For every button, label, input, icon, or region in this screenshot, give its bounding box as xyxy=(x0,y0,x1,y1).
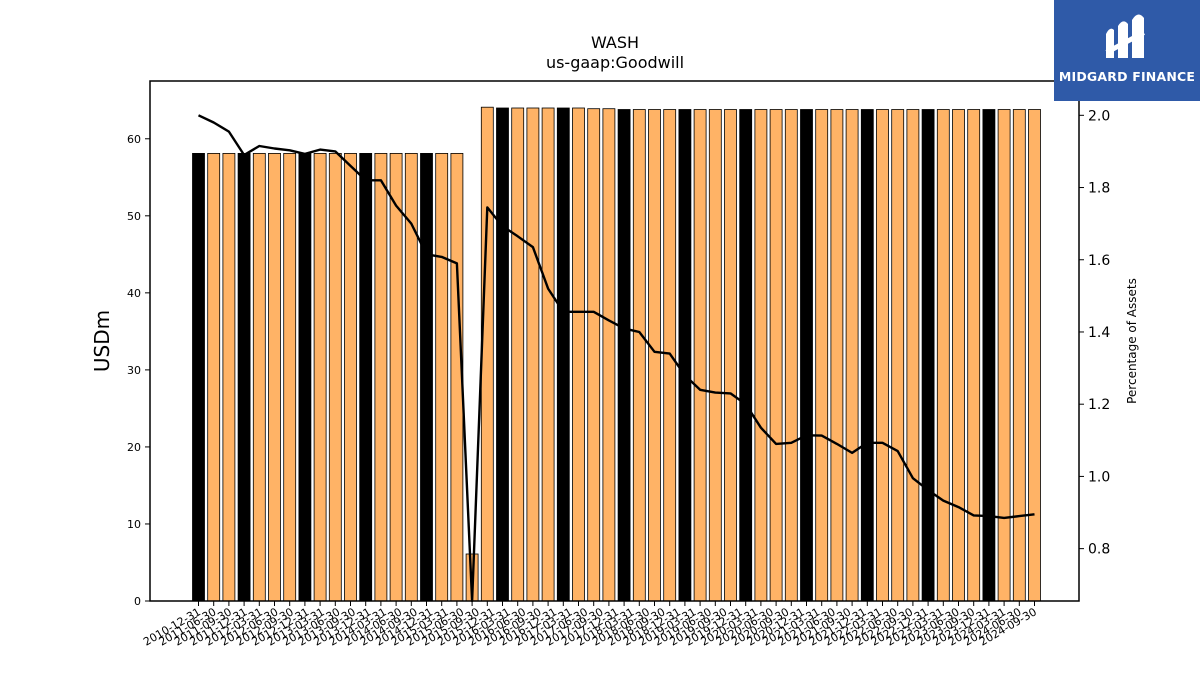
bar xyxy=(708,109,722,602)
bar xyxy=(769,109,783,602)
bar xyxy=(252,152,266,602)
bar xyxy=(982,109,996,602)
bar xyxy=(344,152,357,602)
bar xyxy=(283,152,297,602)
axes-layer: 0 10 20 30 40 50 60 0.8 1.0 1.2 1.4 1.6 1.8 2.0 xyxy=(127,80,1110,608)
y-tick-label: 60 xyxy=(127,133,141,146)
bar xyxy=(648,109,661,602)
bar xyxy=(1028,109,1041,602)
bar xyxy=(800,109,813,602)
bar xyxy=(602,108,616,602)
bar xyxy=(359,152,373,602)
plot-frame xyxy=(149,80,1080,602)
bar xyxy=(860,109,874,602)
bar xyxy=(815,109,829,602)
bar xyxy=(328,152,342,602)
line-layer xyxy=(197,114,1035,603)
bar xyxy=(876,109,889,602)
bar xyxy=(678,109,692,602)
y-tick-label: 30 xyxy=(127,364,141,377)
bar xyxy=(237,152,251,602)
midgard-finance-logo: MIDGARD FINANCE xyxy=(1054,0,1200,101)
bar xyxy=(222,152,236,602)
y-tick-label: 50 xyxy=(127,210,141,223)
y-tick-label: 10 xyxy=(127,518,141,531)
bar xyxy=(724,109,737,602)
chart-title: WASH xyxy=(591,33,639,52)
bar xyxy=(192,152,205,602)
bar xyxy=(480,106,494,602)
midgard-logo-icon xyxy=(1105,14,1145,59)
y-tick-label: 20 xyxy=(127,441,141,454)
bar xyxy=(617,109,631,602)
bar xyxy=(298,152,312,602)
bar xyxy=(936,109,950,602)
bar xyxy=(572,107,585,602)
y-tick-label: 0 xyxy=(134,595,141,608)
bars-layer xyxy=(192,106,1041,602)
y2-tick-label: 1.2 xyxy=(1088,397,1110,413)
bar xyxy=(784,109,798,602)
bar xyxy=(967,109,981,602)
bar xyxy=(1012,109,1026,602)
y2-tick-label: 0.8 xyxy=(1088,542,1110,558)
bar xyxy=(526,107,540,602)
y2-tick-label: 1.4 xyxy=(1088,325,1110,341)
bar xyxy=(511,107,525,602)
y2-tick-label: 1.6 xyxy=(1088,253,1110,269)
bar xyxy=(632,109,646,602)
bar xyxy=(952,109,965,602)
chart-subtitle: us-gaap:Goodwill xyxy=(546,53,684,72)
logo-text: MIDGARD FINANCE xyxy=(1058,69,1196,84)
bar xyxy=(435,152,449,602)
bar xyxy=(313,152,327,602)
bar xyxy=(830,109,844,602)
y2-tick-label: 2.0 xyxy=(1088,108,1110,124)
series-line xyxy=(197,114,1035,603)
bar xyxy=(389,152,403,602)
bar xyxy=(997,109,1011,602)
bar xyxy=(754,109,768,602)
y-tick-label: 40 xyxy=(127,287,141,300)
y2-tick-label: 1.0 xyxy=(1088,469,1110,485)
bar xyxy=(921,109,935,602)
x-tick-labels: 2010-12-312011-06-302011-09-302011-12-31… xyxy=(141,605,1039,648)
y-axis-label: USDm xyxy=(90,310,114,372)
bar xyxy=(587,108,601,602)
y2-axis-label: Percentage of Assets xyxy=(1125,278,1139,404)
bar xyxy=(374,152,388,602)
bar xyxy=(739,109,753,602)
bar xyxy=(420,152,433,602)
bar xyxy=(496,107,509,602)
bar xyxy=(404,152,418,602)
bar xyxy=(906,109,920,602)
bar xyxy=(845,109,859,602)
bar xyxy=(207,152,221,602)
y2-tick-label: 1.8 xyxy=(1088,181,1110,197)
bar xyxy=(556,107,570,602)
bar xyxy=(268,152,281,602)
bar xyxy=(541,107,555,602)
bar xyxy=(891,109,905,602)
bar xyxy=(693,109,707,602)
